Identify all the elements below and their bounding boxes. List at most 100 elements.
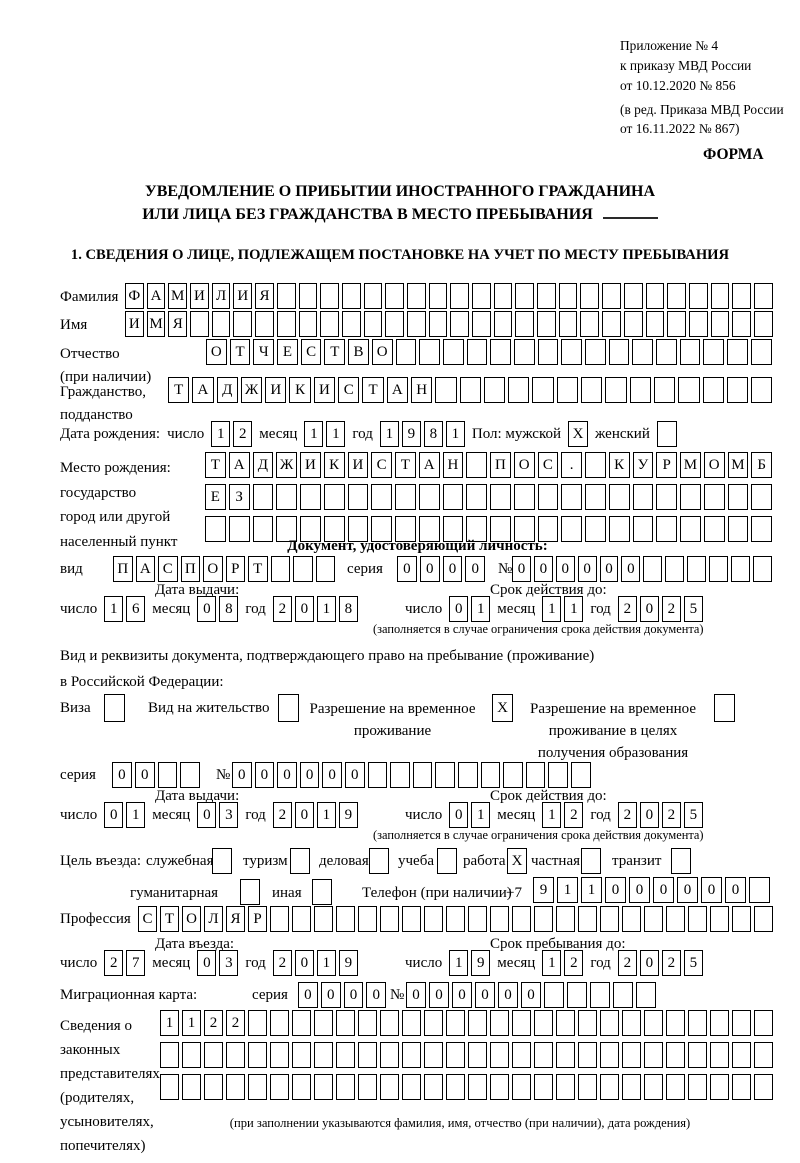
- char-cell[interactable]: 3: [219, 802, 239, 828]
- char-cell[interactable]: 0: [344, 762, 365, 788]
- char-cell[interactable]: [450, 311, 469, 337]
- char-cell[interactable]: 9: [471, 950, 491, 976]
- char-cell[interactable]: [395, 516, 416, 542]
- char-cell[interactable]: И: [265, 377, 287, 403]
- char-cell[interactable]: [490, 339, 511, 365]
- char-cell[interactable]: [602, 311, 621, 337]
- char-cell[interactable]: Р: [656, 452, 677, 478]
- char-cell[interactable]: 2: [233, 421, 253, 447]
- char-cell[interactable]: [532, 377, 554, 403]
- char-cell[interactable]: [561, 484, 582, 510]
- char-cell[interactable]: 1: [379, 421, 399, 447]
- char-cell[interactable]: [732, 1074, 751, 1100]
- char-cell[interactable]: [727, 484, 749, 510]
- char-cell[interactable]: [363, 283, 383, 309]
- char-cell[interactable]: [544, 982, 564, 1008]
- char-cell[interactable]: [608, 516, 630, 542]
- char-cell[interactable]: [590, 982, 610, 1008]
- char-cell[interactable]: [493, 311, 513, 337]
- char-cell[interactable]: [252, 516, 274, 542]
- char-cell[interactable]: 0: [555, 556, 575, 582]
- char-cell[interactable]: [622, 1074, 641, 1100]
- char-cell[interactable]: [212, 848, 232, 874]
- char-cell[interactable]: [424, 1010, 443, 1036]
- char-cell[interactable]: [424, 1074, 443, 1100]
- char-cell[interactable]: [341, 283, 361, 309]
- char-cell[interactable]: [228, 516, 250, 542]
- char-cell[interactable]: 0: [397, 556, 417, 582]
- char-cell[interactable]: [483, 377, 506, 403]
- char-cell[interactable]: [710, 283, 730, 309]
- char-cell[interactable]: [710, 1042, 729, 1068]
- char-cell[interactable]: 1: [564, 596, 584, 622]
- char-cell[interactable]: [710, 1074, 729, 1100]
- char-cell[interactable]: [605, 377, 627, 403]
- char-cell[interactable]: [585, 484, 606, 510]
- char-cell[interactable]: [468, 906, 487, 932]
- char-cell[interactable]: [613, 982, 633, 1008]
- char-cell[interactable]: 1: [126, 802, 146, 828]
- char-cell[interactable]: О: [513, 452, 535, 478]
- char-cell[interactable]: [600, 1042, 619, 1068]
- char-cell[interactable]: 8: [219, 596, 239, 622]
- char-cell[interactable]: Н: [410, 377, 433, 403]
- char-cell[interactable]: [678, 377, 700, 403]
- char-cell[interactable]: 0: [294, 802, 314, 828]
- char-cell[interactable]: [513, 484, 535, 510]
- char-cell[interactable]: И: [190, 283, 209, 309]
- char-cell[interactable]: [336, 1010, 355, 1036]
- char-cell[interactable]: [466, 516, 487, 542]
- char-cell[interactable]: [276, 283, 296, 309]
- char-cell[interactable]: 1: [445, 421, 465, 447]
- char-cell[interactable]: [435, 762, 455, 788]
- char-cell[interactable]: 1: [160, 1010, 179, 1036]
- char-cell[interactable]: [428, 311, 448, 337]
- char-cell[interactable]: [450, 283, 469, 309]
- char-cell[interactable]: [534, 1010, 553, 1036]
- char-cell[interactable]: [537, 311, 556, 337]
- char-cell[interactable]: [323, 516, 345, 542]
- char-cell[interactable]: [468, 1042, 487, 1068]
- char-cell[interactable]: 2: [564, 950, 584, 976]
- char-cell[interactable]: [548, 762, 568, 788]
- char-cell[interactable]: [688, 906, 707, 932]
- char-cell[interactable]: [561, 339, 582, 365]
- char-cell[interactable]: Ж: [240, 377, 263, 403]
- char-cell[interactable]: [667, 283, 686, 309]
- char-cell[interactable]: 0: [629, 877, 650, 903]
- char-cell[interactable]: [402, 906, 421, 932]
- char-cell[interactable]: [466, 484, 487, 510]
- char-cell[interactable]: [367, 762, 388, 788]
- char-cell[interactable]: [457, 762, 478, 788]
- char-cell[interactable]: 0: [465, 556, 486, 582]
- char-cell[interactable]: [292, 1010, 311, 1036]
- char-cell[interactable]: [336, 1074, 355, 1100]
- char-cell[interactable]: [347, 484, 369, 510]
- char-cell[interactable]: А: [192, 377, 214, 403]
- char-cell[interactable]: [314, 1074, 333, 1100]
- char-cell[interactable]: 0: [677, 877, 698, 903]
- char-cell[interactable]: Д: [216, 377, 238, 403]
- char-cell[interactable]: [204, 1042, 223, 1068]
- char-cell[interactable]: [336, 1042, 355, 1068]
- char-cell[interactable]: С: [300, 339, 322, 365]
- char-cell[interactable]: [276, 516, 297, 542]
- char-cell[interactable]: 2: [661, 802, 681, 828]
- char-cell[interactable]: Н: [442, 452, 464, 478]
- char-cell[interactable]: [292, 906, 311, 932]
- char-cell[interactable]: [644, 1042, 663, 1068]
- char-cell[interactable]: И: [347, 452, 369, 478]
- char-cell[interactable]: [556, 906, 575, 932]
- char-cell[interactable]: [585, 516, 606, 542]
- char-cell[interactable]: [442, 339, 464, 365]
- char-cell[interactable]: 0: [498, 982, 518, 1008]
- char-cell[interactable]: 1: [326, 421, 346, 447]
- char-cell[interactable]: Я: [226, 906, 245, 932]
- char-cell[interactable]: [276, 484, 297, 510]
- char-cell[interactable]: 8: [338, 596, 358, 622]
- char-cell[interactable]: [406, 311, 426, 337]
- char-cell[interactable]: 1: [316, 596, 336, 622]
- char-cell[interactable]: [751, 377, 773, 403]
- char-cell[interactable]: [358, 1010, 377, 1036]
- char-cell[interactable]: 0: [322, 762, 342, 788]
